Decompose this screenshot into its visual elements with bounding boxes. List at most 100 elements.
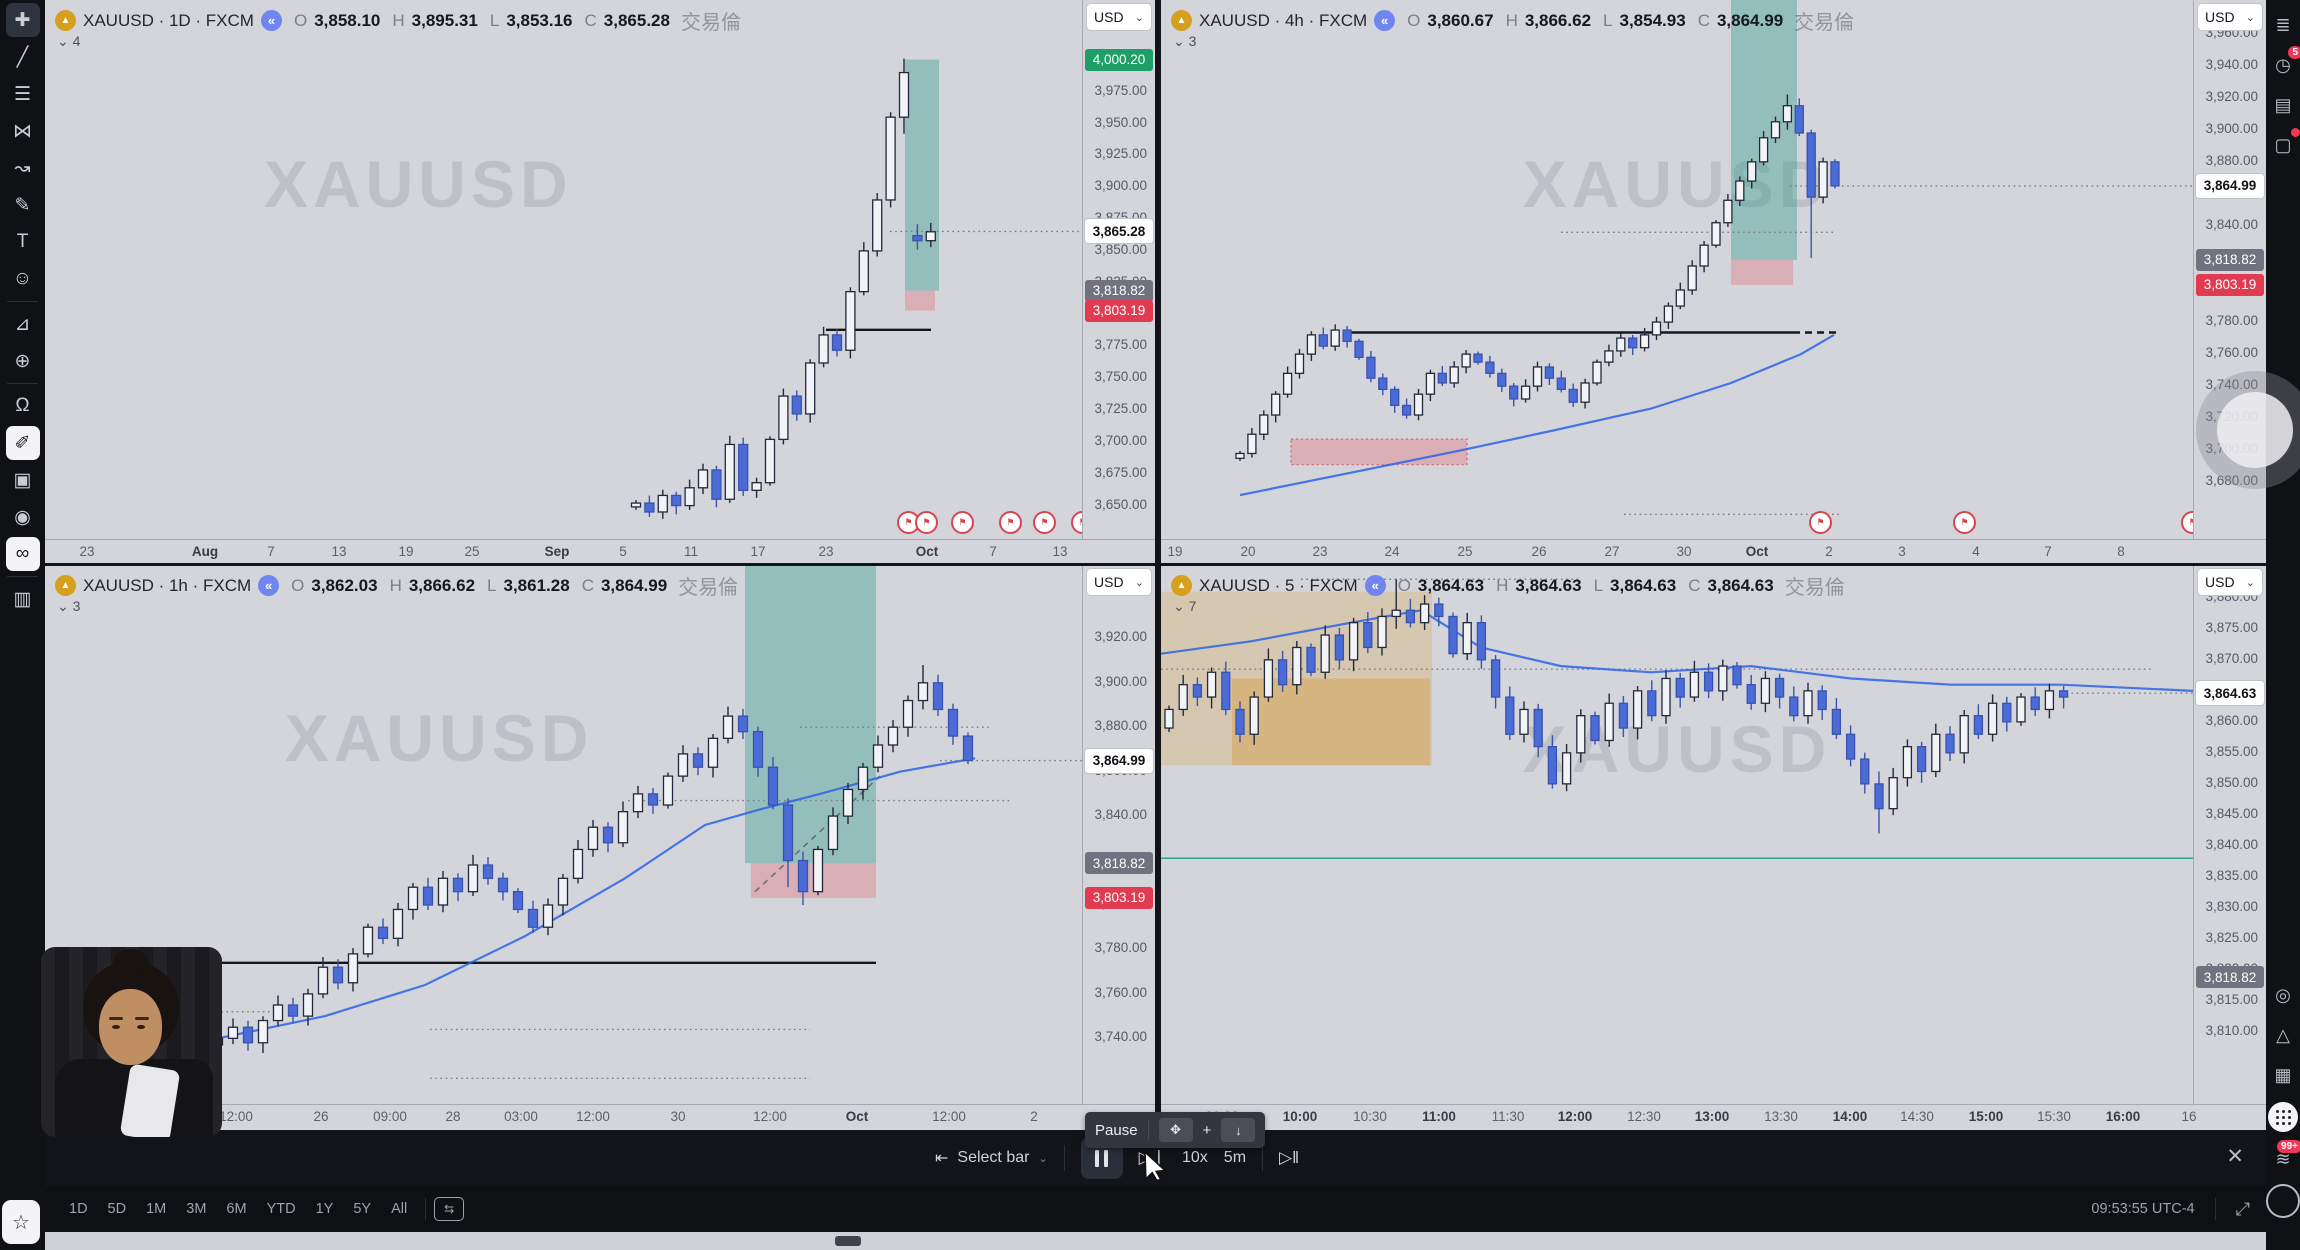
forecast-icon[interactable]: ↝ xyxy=(14,157,31,179)
panel-divider-horizontal[interactable] xyxy=(45,563,2266,566)
brush-icon[interactable]: ✎ xyxy=(14,194,31,216)
price-badge-gray: 3,818.82 xyxy=(1085,852,1153,875)
layers-icon[interactable]: ▤ xyxy=(2274,94,2292,115)
symbol-title[interactable]: XAUUSD · 1D · FXCM xyxy=(83,10,254,30)
replay-mode-icon[interactable]: « xyxy=(1364,575,1386,596)
replay-speed-button[interactable]: 10x xyxy=(1182,1149,1208,1167)
magnet-icon[interactable]: Ω xyxy=(15,395,30,416)
drawing-mode-icon[interactable]: ✐ xyxy=(5,426,40,460)
range-5d-button[interactable]: 5D xyxy=(107,1201,127,1217)
sidebar-spacer xyxy=(2266,170,2300,970)
range-all-button[interactable]: All xyxy=(391,1201,408,1217)
economic-event-icon[interactable]: ⚑ xyxy=(951,511,974,534)
currency-dropdown[interactable]: USD ⌄ xyxy=(2198,569,2262,595)
calendar-icon[interactable]: ▦ xyxy=(2274,1064,2292,1085)
replay-mode-icon[interactable]: « xyxy=(260,10,282,31)
apps-grid-icon[interactable] xyxy=(2268,1102,2298,1132)
candle-down xyxy=(1618,702,1629,729)
chat-icon[interactable]: ▢ xyxy=(2268,128,2300,160)
economic-event-icon[interactable]: ⚑ xyxy=(915,511,938,534)
link-charts-icon[interactable]: ∞ xyxy=(5,537,40,571)
currency-dropdown[interactable]: USD ⌄ xyxy=(2198,4,2262,30)
favorites-star-button[interactable]: ☆ xyxy=(2,1200,40,1244)
ruler-icon[interactable]: ⊿ xyxy=(14,313,31,335)
drawing-zone[interactable] xyxy=(1731,0,1797,260)
time-axis[interactable]: 12:00 26 09:00 28 03:00 12:00 30 12:00 Oct 12:00 2 xyxy=(45,1104,1155,1130)
dock-toolbar-button[interactable]: ↓ xyxy=(1221,1118,1256,1142)
fib-retracement-icon[interactable]: ☰ xyxy=(13,83,32,105)
drawing-zone[interactable] xyxy=(1731,259,1793,285)
symbol-title[interactable]: XAUUSD · 1h · FXCM xyxy=(83,575,252,595)
time-axis[interactable]: 09:3010:0010:3011:0011:3012:0012:3013:00… xyxy=(1161,1104,2266,1130)
range-1d-button[interactable]: 1D xyxy=(69,1201,88,1217)
drawing-zone[interactable] xyxy=(905,290,935,311)
step-forward-button[interactable]: ▷❘ xyxy=(1139,1148,1166,1168)
price-scale[interactable]: USD ⌄ 3,975.00 3,950.00 3,925.00 3,900.00 3,… xyxy=(1083,0,1155,540)
select-bar-button[interactable]: ⇤ Select bar ⌄ xyxy=(935,1148,1048,1168)
indicators-toggle[interactable]: ⌄ 3 xyxy=(1173,33,1196,50)
trend-line-icon[interactable]: ╱ xyxy=(16,46,29,68)
move-toolbar-handle[interactable]: ✥ xyxy=(1158,1118,1193,1142)
emoji-icon[interactable]: ☺ xyxy=(12,268,33,289)
drawing-zone[interactable] xyxy=(905,59,939,291)
economic-event-icon[interactable]: ⚑ xyxy=(2181,511,2193,534)
close-replay-button[interactable]: ✕ xyxy=(2226,1145,2244,1168)
drawing-zone[interactable] xyxy=(1232,678,1430,766)
symbol-title[interactable]: XAUUSD · 5 · FXCM xyxy=(1199,575,1358,595)
replay-mode-icon[interactable]: « xyxy=(258,575,280,596)
candle-up xyxy=(1292,646,1302,686)
symbol-logo-icon: ▲ xyxy=(55,10,76,31)
replay-mode-icon[interactable]: « xyxy=(1374,10,1396,31)
price-scale[interactable]: USD ⌄ 3,960.00 3,940.00 3,920.00 3,900.00 3,… xyxy=(2194,0,2266,540)
price-badge-white: 3,864.63 xyxy=(2196,681,2264,706)
zoom-in-icon[interactable]: ⊕ xyxy=(14,350,31,372)
price-scale[interactable]: USD ⌄ 3,920.003,900.003,880.003,860.003,… xyxy=(1083,565,1155,1105)
remove-all-icon[interactable]: ▥ xyxy=(13,588,32,610)
price-scale[interactable]: USD ⌄ 3,880.003,875.003,870.003,865.003,… xyxy=(2194,565,2266,1105)
go-to-date-icon[interactable]: ⇆ xyxy=(434,1197,465,1221)
time-tick: 12:00 xyxy=(932,1109,966,1124)
indicators-toggle[interactable]: ⌄ 7 xyxy=(1173,598,1196,615)
xabcd-pattern-icon[interactable]: ⋈ xyxy=(13,120,32,142)
text-tool-icon[interactable]: T xyxy=(16,231,29,252)
indicators-toggle[interactable]: ⌄ 3 xyxy=(57,598,80,615)
chart-canvas[interactable]: XAUUSD xyxy=(1161,565,2194,1105)
crosshair-icon[interactable]: ✚ xyxy=(5,3,40,37)
hide-all-icon[interactable]: ◉ xyxy=(14,506,31,528)
symbol-title[interactable]: XAUUSD · 4h · FXCM xyxy=(1199,10,1368,30)
time-axis[interactable]: 19 20 23 24 25 26 27 30 Oct 2 3 4 7 8 xyxy=(1161,539,2266,565)
currency-dropdown[interactable]: USD ⌄ xyxy=(1087,4,1151,30)
chart-canvas[interactable]: XAUUSD ⚑⚑⚑ xyxy=(1161,0,2194,540)
chart-canvas[interactable]: XAUUSD ⚑⚑⚑⚑⚑⚑ xyxy=(45,0,1083,540)
range-1m-button[interactable]: 1M xyxy=(146,1201,167,1217)
range-ytd-button[interactable]: YTD xyxy=(266,1201,296,1217)
expand-icon[interactable]: ⤢ xyxy=(2235,1198,2250,1219)
economic-event-icon[interactable]: ⚑ xyxy=(1033,511,1056,534)
drawing-zone[interactable] xyxy=(1290,438,1468,466)
broadcast-icon[interactable]: ≋ 99+ xyxy=(2268,1140,2300,1174)
jump-to-end-button[interactable]: ▷‖ xyxy=(1279,1148,1299,1168)
ohlc-value: 3,864.99 xyxy=(600,575,668,595)
candle-down xyxy=(1789,696,1799,717)
indicators-toggle[interactable]: ⌄ 4 xyxy=(57,33,80,50)
economic-event-icon[interactable]: ⚑ xyxy=(999,511,1022,534)
time-tick: Oct xyxy=(915,544,939,559)
ideas-charts-icon[interactable]: △ xyxy=(2276,1024,2290,1045)
range-3m-button[interactable]: 3M xyxy=(186,1201,207,1217)
economic-event-icon[interactable]: ⚑ xyxy=(1809,511,1832,534)
lock-all-icon[interactable]: ▣ xyxy=(13,469,32,491)
range-5y-button[interactable]: 5Y xyxy=(353,1201,372,1217)
watchlist-icon[interactable]: ≣ xyxy=(2275,14,2291,35)
candle-up xyxy=(1770,121,1781,139)
range-1y-button[interactable]: 1Y xyxy=(315,1201,334,1217)
alerts-icon[interactable]: ◷ 5 xyxy=(2268,46,2300,80)
range-6m-button[interactable]: 6M xyxy=(226,1201,247,1217)
ohlc-value: 3,860.67 xyxy=(1427,10,1494,30)
economic-event-icon[interactable]: ⚑ xyxy=(1953,511,1976,534)
ideas-target-icon[interactable]: ◎ xyxy=(2275,984,2291,1005)
replay-interval-button[interactable]: 5m xyxy=(1224,1149,1246,1167)
currency-dropdown[interactable]: USD ⌄ xyxy=(1087,569,1151,595)
drawing-zone[interactable] xyxy=(745,565,876,864)
candle-down xyxy=(1590,715,1600,742)
time-axis[interactable]: 23 Aug 7 13 19 25 Sep 5 11 17 23 Oct 7 13 xyxy=(45,539,1155,565)
